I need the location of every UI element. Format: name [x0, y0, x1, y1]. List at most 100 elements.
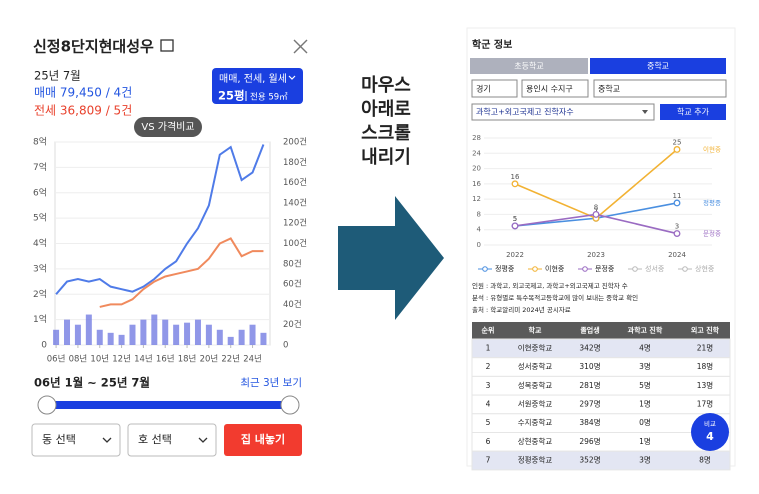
range-handle[interactable]: [280, 395, 300, 415]
list-button-text: 집 내놓기: [241, 432, 285, 446]
volume-bar: [205, 324, 212, 345]
table-cell: 310명: [579, 361, 600, 371]
chevron: [102, 437, 112, 443]
x-tick-label: 16년: [156, 354, 175, 365]
select[interactable]: [471, 79, 518, 98]
header-cell: 순위: [482, 326, 495, 335]
legend-marker: [632, 266, 638, 272]
y2-tick-label: 120건: [283, 218, 307, 229]
select-text: 용인시 수지구: [526, 84, 573, 94]
tab[interactable]: [590, 58, 726, 74]
volume-bar: [53, 329, 60, 345]
x-tick-label: 06년: [47, 354, 66, 365]
y-tick-label: 0: [477, 241, 481, 249]
table-cell: 18명: [697, 361, 713, 371]
y-tick-label: 4: [477, 226, 482, 234]
table-cell: 352명: [579, 455, 600, 465]
school-chart: 04812162024282022202320245711정평중16725이현중…: [472, 134, 721, 273]
volume-bar: [140, 319, 147, 345]
point: [511, 222, 519, 230]
hint-line: 아래로: [361, 99, 411, 120]
table-cell: 1명: [639, 436, 651, 446]
x-tick-label: 20년: [200, 354, 219, 365]
table-cell: 3명: [639, 455, 651, 465]
select[interactable]: [521, 79, 589, 98]
y-tick-label: 8억: [33, 136, 47, 148]
tab[interactable]: [470, 58, 588, 74]
table-cell: 1명: [639, 398, 651, 408]
y2-tick-label: 40건: [283, 299, 302, 310]
y2-tick-label: 100건: [283, 238, 307, 249]
value-label: 5: [513, 215, 517, 223]
map-icon[interactable]: [160, 39, 174, 52]
table-cell: 수지중학교: [518, 417, 553, 427]
price-line: [55, 144, 265, 295]
table-cell: 0명: [639, 417, 651, 427]
table-cell: 342명: [579, 342, 600, 352]
compare-count: 4: [706, 430, 714, 443]
y-tick-label: 20: [472, 165, 481, 173]
legend-label: 정평중: [495, 264, 515, 273]
header-cell: 학교: [529, 326, 542, 335]
x-tick-label: 2022: [506, 251, 524, 259]
school-table: 순위 학교 졸업생 과학고 진학 외고 진학 1 이현중학교 342명 4명 21명 2 성서중학교 3…: [471, 322, 731, 471]
table-cell: 6: [486, 437, 491, 446]
y-tick-label: 4억: [33, 237, 47, 249]
tab-text: 초등학교: [514, 61, 543, 71]
compare-bubble[interactable]: [691, 413, 729, 451]
header-cell: 과학고 진학: [628, 326, 663, 335]
value-label: 8: [594, 203, 598, 211]
x-tick-label: 18년: [178, 354, 197, 365]
hint-line: 스크롤: [361, 123, 411, 144]
y-tick-label: 2억: [33, 288, 47, 300]
select[interactable]: [471, 103, 655, 121]
hint-line: 마우스: [361, 75, 411, 96]
legend-marker: [682, 266, 688, 272]
y-tick-label: 3억: [33, 262, 47, 274]
volume-bar: [118, 334, 125, 345]
value-label: 5: [513, 215, 517, 223]
select[interactable]: [593, 79, 727, 98]
table-row: [471, 338, 731, 359]
dong-select[interactable]: [31, 423, 121, 457]
header-cell: 졸업생: [580, 326, 599, 335]
table-cell: 3명: [639, 361, 651, 371]
table-cell: 297명: [579, 398, 600, 408]
filter: 매매, 전세, 월세: [219, 73, 287, 85]
legend-label: 성서중: [645, 264, 665, 273]
table-cell: 1: [486, 343, 491, 352]
point: [673, 146, 681, 153]
recent-link[interactable]: 최근 3년 보기: [240, 377, 302, 389]
value-label: 25: [673, 138, 682, 146]
table-header: [472, 322, 730, 339]
legend-label: 이현중: [545, 264, 565, 273]
volume-bar: [96, 329, 103, 345]
volume-bar: [129, 324, 136, 345]
volume-bar: [260, 332, 267, 345]
add-button[interactable]: [660, 104, 726, 120]
volume-bar: [173, 324, 180, 345]
list-button[interactable]: [224, 424, 302, 456]
filter-box[interactable]: [212, 68, 303, 104]
volume-bar: [216, 329, 223, 345]
close-button[interactable]: [293, 39, 308, 54]
x-tick-label: 14년: [134, 354, 153, 365]
legend-marker: [532, 266, 538, 272]
x-tick-label: 2024: [668, 251, 686, 259]
arrow: [338, 196, 444, 320]
month: 25년 7월: [34, 69, 81, 83]
dong-text: 동 선택: [42, 433, 76, 446]
range-handle[interactable]: [37, 395, 57, 415]
table-cell: 4명: [639, 342, 651, 352]
volume-bar: [227, 336, 234, 345]
volume-bar: [107, 332, 114, 345]
ho-select[interactable]: [127, 423, 217, 457]
x-tick-label: 08년: [69, 354, 88, 365]
x-tick-label: 24년: [243, 354, 262, 365]
chevron: [198, 437, 208, 443]
note: 출처 : 학교알리미 2024년 공시자료: [472, 305, 571, 314]
compare-pill[interactable]: [134, 117, 202, 137]
y-tick-label: 1억: [33, 313, 47, 325]
chevron: [642, 110, 648, 114]
